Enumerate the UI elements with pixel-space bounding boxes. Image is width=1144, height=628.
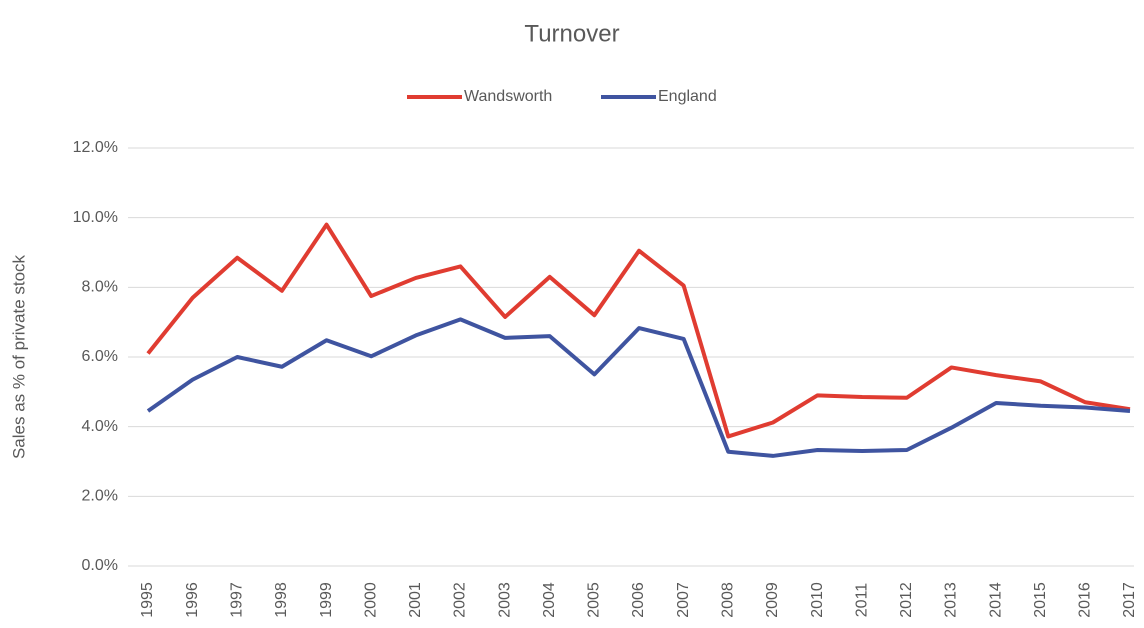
x-tick-label: 2003 <box>496 582 513 618</box>
x-tick-label: 2010 <box>809 582 826 618</box>
x-tick-label: 1998 <box>273 582 290 618</box>
chart-title: Turnover <box>524 20 619 47</box>
x-tick-label: 1995 <box>139 582 156 618</box>
y-tick-label: 2.0% <box>82 488 118 505</box>
y-tick-label: 12.0% <box>73 139 118 156</box>
x-tick-label: 2015 <box>1032 582 1049 618</box>
x-tick-label: 2000 <box>362 582 379 618</box>
x-tick-label: 2006 <box>630 582 647 618</box>
x-tick-label: 2009 <box>764 582 781 618</box>
y-axis-label: Sales as % of private stock <box>9 254 28 459</box>
legend-label: Wandsworth <box>464 88 552 105</box>
series-line <box>146 317 1131 458</box>
x-tick-label: 2001 <box>407 582 424 618</box>
x-tick-label: 2016 <box>1077 582 1094 618</box>
y-tick-label: 0.0% <box>82 557 118 574</box>
x-tick-label: 2002 <box>452 582 469 618</box>
x-tick-label: 1996 <box>184 582 201 618</box>
x-tick-label: 2007 <box>675 582 692 618</box>
x-tick-label: 2005 <box>586 582 603 618</box>
x-tick-label: 2012 <box>898 582 915 618</box>
x-tick-label: 2014 <box>987 582 1004 618</box>
y-tick-label: 4.0% <box>82 418 118 435</box>
series-line <box>146 222 1131 439</box>
x-tick-label: 2004 <box>541 582 558 618</box>
legend-label: England <box>658 88 717 105</box>
y-tick-label: 6.0% <box>82 348 118 365</box>
x-tick-label: 1999 <box>318 582 335 618</box>
x-tick-label: 2013 <box>943 582 960 618</box>
x-tick-label: 2011 <box>853 583 870 618</box>
x-tick-label: 1997 <box>228 582 245 618</box>
y-tick-label: 10.0% <box>73 209 118 226</box>
x-tick-label: 2017 <box>1121 582 1138 618</box>
y-tick-label: 8.0% <box>82 279 118 296</box>
x-tick-label: 2008 <box>719 582 736 618</box>
